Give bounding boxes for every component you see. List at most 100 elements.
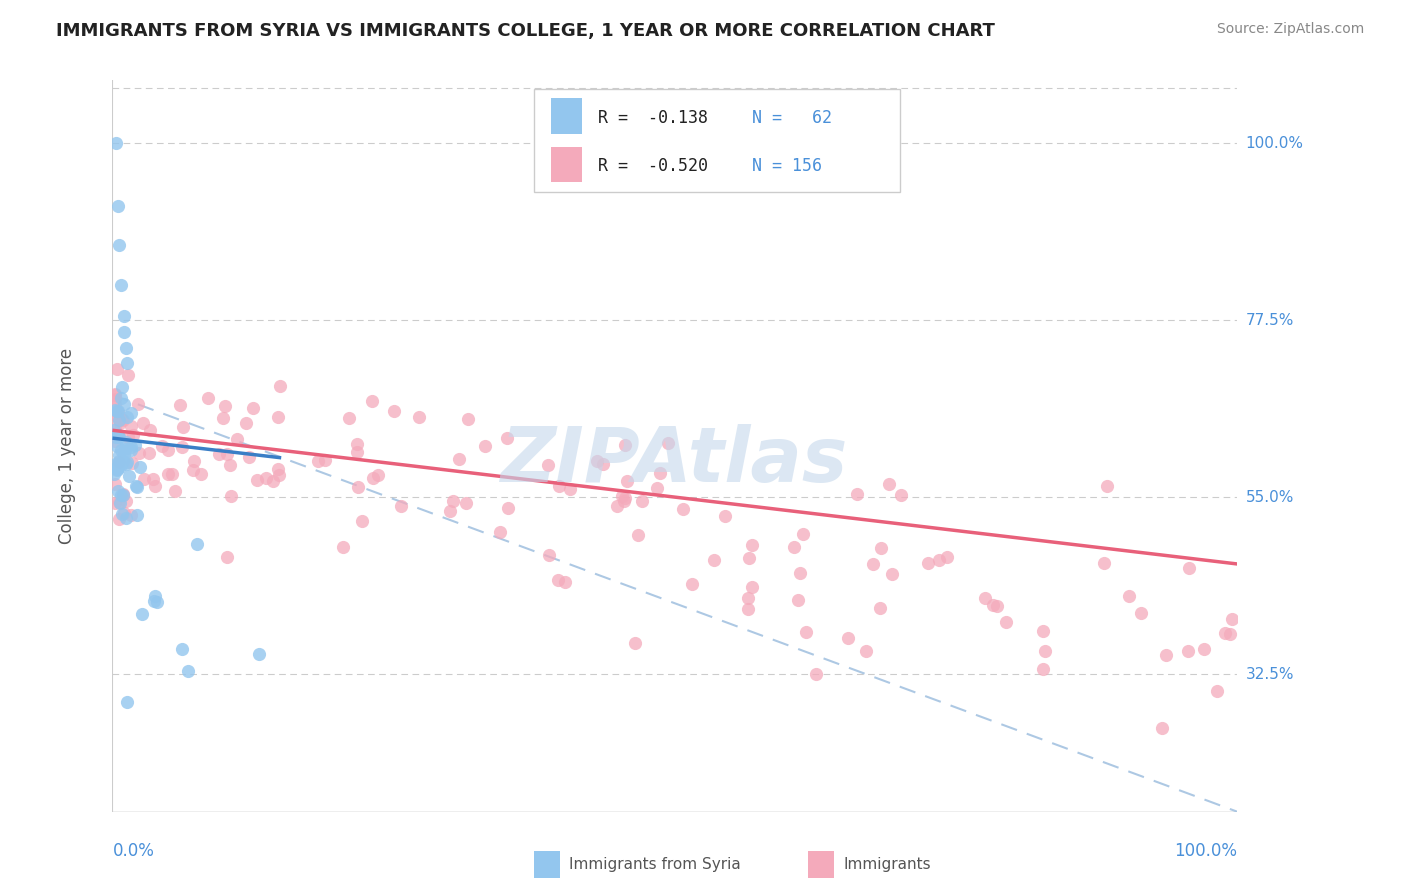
Point — [360, 394, 382, 409]
Point — [1213, 625, 1236, 640]
Point — [183, 463, 205, 477]
Point — [128, 446, 150, 460]
Point — [208, 447, 231, 461]
Point — [131, 607, 153, 622]
Point — [170, 440, 193, 454]
Point — [172, 642, 194, 657]
Point — [111, 488, 134, 502]
Point — [547, 479, 569, 493]
Point — [190, 467, 212, 482]
Point — [973, 591, 995, 606]
Point — [537, 458, 560, 473]
Point — [115, 695, 138, 709]
Point — [112, 397, 135, 411]
Point — [177, 664, 200, 678]
Point — [118, 469, 141, 483]
Text: 32.5%: 32.5% — [1246, 666, 1294, 681]
Point — [120, 441, 142, 455]
Point — [104, 420, 127, 434]
Point — [110, 488, 132, 502]
Point — [107, 457, 129, 471]
Point — [105, 439, 128, 453]
Point — [125, 479, 148, 493]
Point — [1192, 641, 1215, 656]
Point — [391, 499, 413, 513]
Point — [107, 199, 129, 213]
Text: 77.5%: 77.5% — [1246, 313, 1294, 327]
Point — [267, 462, 290, 476]
Point — [787, 593, 810, 607]
Point — [139, 423, 162, 437]
Point — [361, 471, 384, 485]
Point — [238, 450, 260, 465]
Point — [122, 427, 145, 442]
Point — [631, 494, 654, 508]
Point — [114, 442, 136, 457]
Point — [254, 471, 277, 485]
Point — [218, 458, 240, 473]
Point — [612, 489, 634, 503]
Point — [782, 541, 804, 555]
Point — [112, 487, 135, 501]
Point — [104, 477, 127, 491]
Point — [1205, 684, 1227, 698]
Point — [558, 482, 581, 496]
Point — [741, 538, 763, 552]
Point — [108, 413, 131, 427]
Point — [869, 601, 891, 615]
Point — [794, 625, 817, 640]
Point — [120, 406, 142, 420]
Point — [337, 411, 360, 425]
Point — [737, 601, 759, 615]
Point — [104, 460, 127, 475]
Point — [121, 456, 143, 470]
Point — [112, 447, 135, 461]
Point — [981, 598, 1004, 612]
Point — [105, 463, 128, 477]
Point — [307, 454, 329, 468]
Text: Immigrants: Immigrants — [844, 857, 931, 871]
Point — [127, 396, 149, 410]
Text: 0.0%: 0.0% — [112, 842, 155, 860]
Text: ZIPAtlas: ZIPAtlas — [501, 424, 849, 498]
Point — [127, 480, 149, 494]
Point — [488, 524, 510, 539]
Point — [104, 387, 127, 401]
Point — [855, 644, 877, 658]
Point — [150, 439, 173, 453]
Point — [1178, 561, 1201, 575]
Text: IMMIGRANTS FROM SYRIA VS IMMIGRANTS COLLEGE, 1 YEAR OR MORE CORRELATION CHART: IMMIGRANTS FROM SYRIA VS IMMIGRANTS COLL… — [56, 22, 995, 40]
Point — [880, 566, 903, 581]
Point — [115, 341, 138, 355]
Point — [789, 566, 811, 581]
Text: N =   62: N = 62 — [752, 109, 832, 127]
Point — [1156, 648, 1178, 662]
Point — [115, 356, 138, 370]
Point — [138, 446, 160, 460]
Point — [672, 502, 695, 516]
Point — [616, 474, 638, 488]
Point — [108, 416, 131, 430]
Point — [346, 437, 368, 451]
Point — [111, 507, 134, 521]
Point — [104, 496, 127, 510]
Point — [792, 527, 814, 541]
Point — [104, 458, 127, 472]
Point — [120, 508, 142, 522]
Point — [737, 551, 759, 566]
Point — [474, 439, 496, 453]
Point — [104, 397, 127, 411]
Point — [107, 403, 129, 417]
Point — [112, 506, 135, 520]
Point — [108, 238, 131, 252]
Text: 55.0%: 55.0% — [1246, 490, 1294, 505]
Text: R =  -0.520: R = -0.520 — [598, 157, 707, 175]
Point — [613, 494, 636, 508]
Point — [269, 379, 291, 393]
Point — [117, 368, 139, 382]
Point — [1118, 589, 1140, 603]
Point — [107, 455, 129, 469]
Point — [111, 454, 134, 468]
Point — [169, 398, 191, 412]
Point — [107, 459, 129, 474]
